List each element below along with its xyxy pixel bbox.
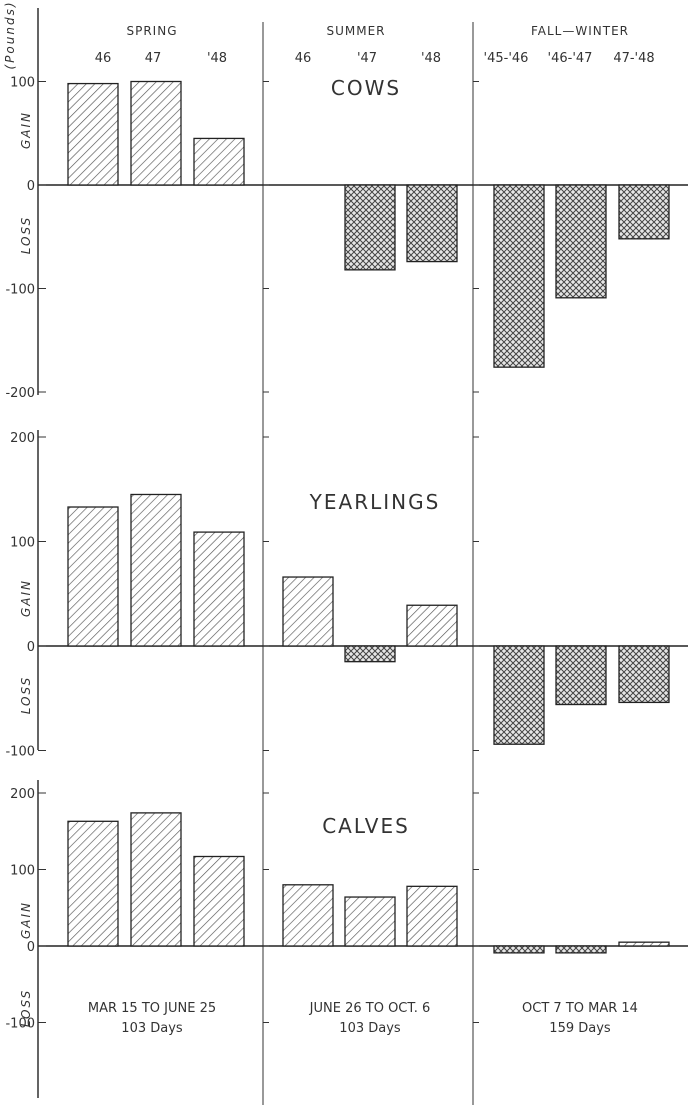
- loss-bar: [493, 945, 545, 954]
- gain-bar: [193, 137, 245, 186]
- gain-bar: [618, 941, 670, 947]
- loss-bar: [618, 645, 670, 704]
- panel-title: YEARLINGS: [309, 490, 441, 514]
- gain-label: GAIN: [19, 111, 33, 149]
- year-label: 46: [95, 51, 112, 66]
- season-header: FALL—WINTER: [531, 24, 629, 38]
- gain-label: GAIN: [19, 579, 33, 617]
- y-tick-label: -100: [5, 1017, 35, 1032]
- year-label: '48: [421, 51, 441, 66]
- y-tick-label: 100: [10, 864, 35, 879]
- period-days: 103 Days: [121, 1021, 183, 1036]
- gain-bar: [130, 812, 182, 947]
- loss-bar: [493, 645, 545, 745]
- bar-layer: [67, 80, 670, 954]
- y-tick-label: 100: [10, 536, 35, 551]
- gain-bar: [67, 506, 119, 647]
- loss-bar: [344, 184, 396, 271]
- loss-label: LOSS: [19, 676, 33, 715]
- y-tick-label: -100: [5, 745, 35, 760]
- y-tick-label: -100: [5, 283, 35, 298]
- gain-bar: [282, 884, 334, 947]
- year-label: '47: [357, 51, 377, 66]
- period-days: 103 Days: [339, 1021, 401, 1036]
- loss-bar: [555, 184, 607, 299]
- gain-label: GAIN: [19, 901, 33, 939]
- loss-label: LOSS: [19, 216, 33, 255]
- gain-bar: [344, 896, 396, 947]
- gain-bar: [67, 82, 119, 186]
- year-label: '46-'47: [548, 51, 593, 66]
- y-tick-label: 0: [27, 640, 35, 655]
- loss-bar: [493, 184, 545, 368]
- y-tick-label: -200: [5, 386, 35, 401]
- season-header: SPRING: [126, 24, 177, 38]
- unit-label: (Pounds): [3, 0, 17, 69]
- year-label: 46: [295, 51, 312, 66]
- period-days: 159 Days: [549, 1021, 611, 1036]
- year-label: '45-'46: [484, 51, 529, 66]
- gain-bar: [193, 531, 245, 647]
- year-label: '48: [207, 51, 227, 66]
- gain-bar: [130, 80, 182, 186]
- y-tick-label: 100: [10, 76, 35, 91]
- year-label: 47-'48: [613, 51, 654, 66]
- loss-bar: [618, 184, 670, 240]
- gain-bar: [193, 855, 245, 947]
- loss-label: LOSS: [19, 989, 33, 1028]
- gain-bar: [130, 493, 182, 647]
- y-tick-label: 200: [10, 431, 35, 446]
- gain-bar: [282, 576, 334, 647]
- loss-bar: [406, 184, 458, 263]
- y-tick-label: 200: [10, 787, 35, 802]
- panel-title: COWS: [331, 76, 401, 100]
- period-range: MAR 15 TO JUNE 25: [88, 1001, 216, 1016]
- gain-bar: [67, 820, 119, 947]
- loss-bar: [344, 645, 396, 663]
- loss-bar: [555, 645, 607, 706]
- year-label: 47: [145, 51, 162, 66]
- season-header: SUMMER: [326, 24, 385, 38]
- y-tick-label: 0: [27, 179, 35, 194]
- panel-title: CALVES: [322, 814, 410, 838]
- loss-bar: [555, 945, 607, 954]
- y-tick-label: 0: [27, 940, 35, 955]
- gain-bar: [406, 885, 458, 947]
- period-range: JUNE 26 TO OCT. 6: [309, 1001, 431, 1016]
- gain-bar: [406, 604, 458, 647]
- period-range: OCT 7 TO MAR 14: [522, 1001, 638, 1016]
